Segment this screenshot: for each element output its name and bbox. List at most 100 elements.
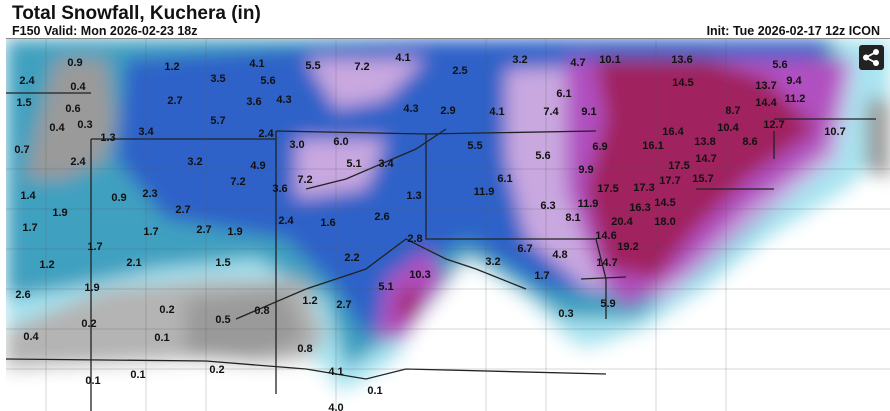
snow-total-label: 2.7 bbox=[336, 299, 352, 311]
snow-total-label: 14.6 bbox=[595, 230, 617, 242]
snow-total-label: 2.6 bbox=[15, 289, 31, 301]
snow-total-label: 1.2 bbox=[39, 259, 55, 271]
snow-total-label: 9.4 bbox=[786, 75, 802, 87]
snow-total-label: 4.7 bbox=[570, 57, 586, 69]
snow-total-label: 1.6 bbox=[320, 217, 336, 229]
snow-total-label: 0.1 bbox=[85, 375, 101, 387]
snow-total-label: 14.4 bbox=[755, 97, 777, 109]
snow-total-label: 2.3 bbox=[142, 188, 158, 200]
snow-total-label: 2.4 bbox=[19, 75, 35, 87]
snow-total-label: 1.5 bbox=[215, 257, 231, 269]
snow-total-label: 0.1 bbox=[130, 369, 146, 381]
snow-total-label: 0.8 bbox=[254, 305, 270, 317]
snow-total-label: 10.1 bbox=[599, 54, 621, 66]
snow-total-label: 7.2 bbox=[230, 176, 246, 188]
snow-total-label: 10.3 bbox=[409, 269, 431, 281]
snow-total-label: 1.7 bbox=[143, 226, 159, 238]
snow-total-label: 5.9 bbox=[600, 298, 616, 310]
snow-total-label: 0.4 bbox=[23, 331, 39, 343]
snow-total-label: 4.1 bbox=[395, 52, 411, 64]
snow-total-label: 3.6 bbox=[272, 183, 288, 195]
snow-total-label: 0.1 bbox=[154, 332, 170, 344]
snow-total-label: 19.2 bbox=[617, 241, 639, 253]
snow-total-label: 14.7 bbox=[695, 153, 717, 165]
snow-total-label: 5.6 bbox=[260, 75, 276, 87]
snowfall-map[interactable]: 0.9 2.4 0.4 1.5 0.6 0.4 0.3 0.7 1.3 1.2 3.5 4.1 5.6 5… bbox=[6, 38, 890, 411]
snow-total-label: 0.5 bbox=[215, 314, 231, 326]
snow-total-label: 20.4 bbox=[611, 216, 633, 228]
snow-total-label: 2.5 bbox=[452, 65, 468, 77]
share-icon bbox=[863, 49, 879, 66]
snow-total-label: 3.4 bbox=[138, 126, 154, 138]
snow-total-label: 3.2 bbox=[512, 54, 528, 66]
snow-total-label: 13.7 bbox=[755, 80, 777, 92]
snow-total-label: 7.2 bbox=[297, 174, 313, 186]
snow-total-label: 6.7 bbox=[517, 243, 533, 255]
snow-total-label: 2.6 bbox=[374, 211, 390, 223]
snow-total-label: 0.4 bbox=[49, 122, 65, 134]
snow-total-label: 1.2 bbox=[302, 295, 318, 307]
snow-total-label: 4.1 bbox=[328, 366, 344, 378]
snow-total-label: 2.2 bbox=[344, 252, 360, 264]
snow-total-label: 14.5 bbox=[672, 77, 694, 89]
snow-total-label: 0.2 bbox=[159, 304, 175, 316]
snow-total-label: 6.1 bbox=[556, 88, 572, 100]
snow-total-label: 5.5 bbox=[467, 140, 483, 152]
snow-total-label: 18.0 bbox=[654, 216, 676, 228]
snow-total-label: 4.8 bbox=[552, 249, 568, 261]
snow-total-label: 17.3 bbox=[633, 182, 655, 194]
snow-total-label: 5.6 bbox=[535, 150, 551, 162]
map-title: Total Snowfall, Kuchera (in) bbox=[12, 3, 261, 24]
snow-total-label: 1.9 bbox=[227, 226, 243, 238]
snow-total-label: 1.7 bbox=[87, 241, 103, 253]
snow-total-label: 0.9 bbox=[111, 192, 127, 204]
snow-total-label: 1.9 bbox=[84, 282, 100, 294]
snow-total-label: 2.1 bbox=[126, 257, 142, 269]
snow-total-label: 16.1 bbox=[642, 140, 664, 152]
snow-total-label: 0.7 bbox=[14, 144, 30, 156]
snow-total-label: 0.3 bbox=[77, 119, 93, 131]
share-button[interactable] bbox=[859, 45, 884, 70]
snow-total-label: 4.3 bbox=[276, 94, 292, 106]
snow-total-label: 5.7 bbox=[210, 115, 226, 127]
snow-total-label: 10.4 bbox=[717, 122, 739, 134]
snow-total-label: 5.5 bbox=[305, 60, 321, 72]
snow-total-label: 1.7 bbox=[534, 270, 550, 282]
snow-total-label: 10.7 bbox=[824, 126, 846, 138]
snow-total-label: 1.5 bbox=[16, 97, 32, 109]
snow-total-label: 3.0 bbox=[289, 139, 305, 151]
init-time: Init: Tue 2026-02-17 12z ICON bbox=[706, 24, 880, 38]
snow-total-label: 13.6 bbox=[671, 54, 693, 66]
valid-time: F150 Valid: Mon 2026-02-23 18z bbox=[12, 24, 198, 38]
snow-total-label: 4.1 bbox=[249, 58, 265, 70]
snow-total-label: 2.4 bbox=[258, 128, 274, 140]
snow-total-label: 16.3 bbox=[629, 202, 651, 214]
snow-total-label: 3.5 bbox=[210, 73, 226, 85]
snow-total-label: 8.6 bbox=[742, 136, 758, 148]
snow-total-label: 0.1 bbox=[367, 385, 383, 397]
snow-total-label: 14.7 bbox=[596, 257, 618, 269]
snow-total-label: 6.9 bbox=[592, 141, 608, 153]
snow-total-label: 6.3 bbox=[540, 200, 556, 212]
snow-total-label: 1.2 bbox=[164, 61, 180, 73]
snow-total-label: 2.4 bbox=[278, 215, 294, 227]
snow-total-label: 2.9 bbox=[440, 105, 456, 117]
snow-total-label: 9.1 bbox=[581, 106, 597, 118]
snow-total-label: 2.7 bbox=[196, 224, 212, 236]
snow-total-label: 12.7 bbox=[763, 119, 785, 131]
snowfall-shading bbox=[6, 39, 890, 411]
snow-total-label: 11.9 bbox=[577, 198, 599, 210]
snow-total-label: 3.6 bbox=[246, 96, 262, 108]
snow-total-label: 7.2 bbox=[354, 61, 370, 73]
snow-total-label: 13.8 bbox=[694, 136, 716, 148]
snow-total-label: 11.2 bbox=[784, 93, 806, 105]
snow-total-label: 9.9 bbox=[578, 164, 594, 176]
snow-total-label: 6.0 bbox=[333, 136, 349, 148]
snow-total-label: 2.7 bbox=[167, 95, 183, 107]
snow-total-label: 17.5 bbox=[668, 160, 690, 172]
snow-total-label: 1.7 bbox=[22, 222, 38, 234]
snow-total-label: 0.9 bbox=[67, 57, 83, 69]
snow-total-label: 0.6 bbox=[65, 103, 81, 115]
snow-total-label: 5.6 bbox=[772, 59, 788, 71]
snow-total-label: 1.3 bbox=[100, 132, 116, 144]
